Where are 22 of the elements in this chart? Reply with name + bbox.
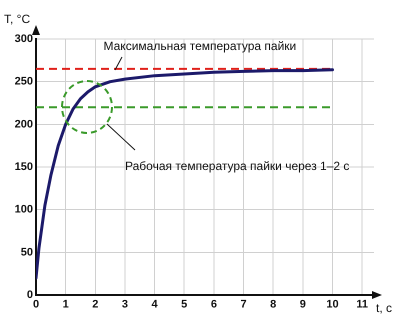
y-tick-label: 0 bbox=[26, 289, 33, 302]
x-axis-title: t, c bbox=[376, 301, 392, 315]
x-tick-label: 2 bbox=[92, 298, 98, 311]
y-axis-title: T, °C bbox=[4, 12, 30, 26]
y-tick-label: 200 bbox=[14, 118, 33, 130]
x-tick-label: 9 bbox=[300, 298, 306, 311]
x-tick-label: 4 bbox=[152, 298, 159, 311]
x-tick-label: 1 bbox=[62, 298, 69, 311]
x-tick-label: 6 bbox=[210, 298, 217, 311]
y-tick-label: 100 bbox=[14, 204, 33, 216]
y-tick-label: 150 bbox=[14, 161, 33, 174]
y-tick-label: 300 bbox=[14, 33, 33, 46]
x-tick-label: 7 bbox=[240, 298, 247, 311]
annotation: Рабочая температура пайки через 1–2 с bbox=[125, 159, 350, 174]
x-tick-label: 10 bbox=[326, 298, 339, 311]
x-tick-label: 8 bbox=[270, 298, 276, 311]
x-tick-label: 11 bbox=[356, 298, 368, 311]
y-tick-label: 250 bbox=[14, 76, 33, 88]
x-tick-label: 5 bbox=[181, 298, 188, 311]
y-tick-label: 50 bbox=[20, 246, 33, 258]
x-tick-label: 3 bbox=[122, 298, 128, 311]
ref-line-label: Максимальная температура пайки bbox=[104, 39, 296, 53]
